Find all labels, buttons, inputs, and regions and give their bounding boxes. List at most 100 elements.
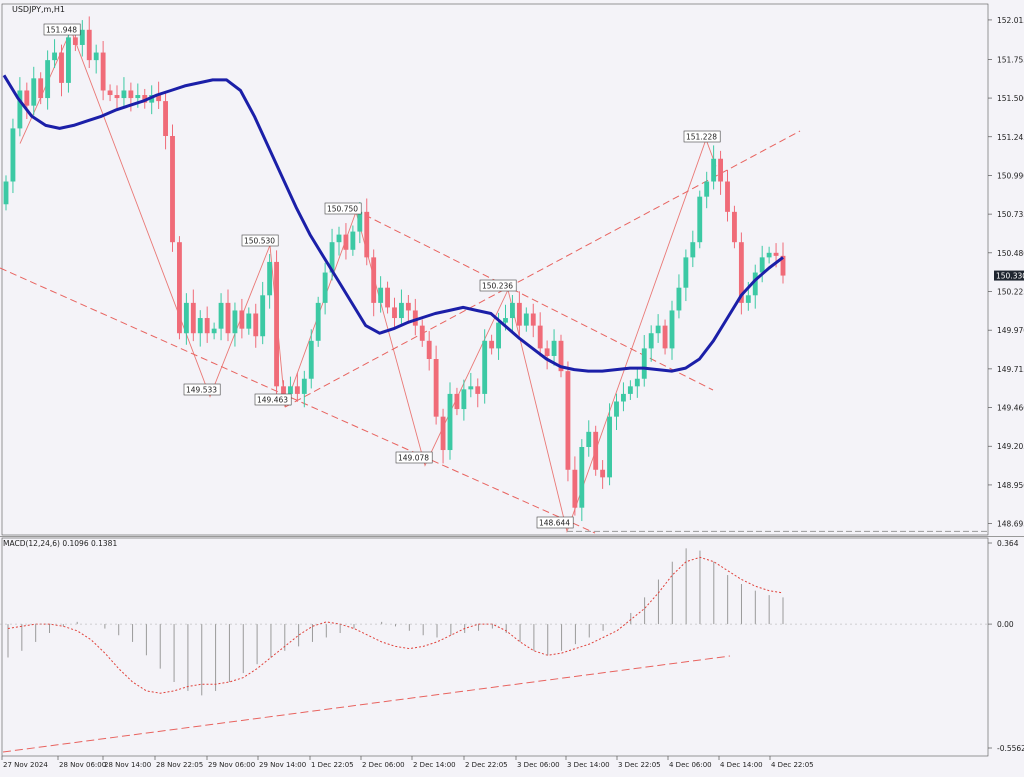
indicator-label: MACD(12,24,6) 0.1096 0.1381 (3, 539, 117, 548)
ma-line (2, 74, 784, 373)
swing-label-box (324, 202, 362, 215)
candle-body (156, 95, 162, 102)
candle-body (725, 181, 730, 212)
price-tick-label: 149.205 (997, 442, 1024, 451)
candle-body (711, 158, 717, 182)
candle-body (690, 242, 696, 258)
candle-body (614, 401, 619, 417)
swing-label-box (43, 23, 81, 36)
candle-body (537, 325, 543, 349)
candle-body (267, 261, 273, 296)
candle-body (516, 302, 522, 326)
candle-body (225, 302, 231, 334)
time-tick-label: 1 Dec 22:05 (311, 761, 354, 769)
swing-label: 151.228 (686, 133, 717, 142)
candle-body (260, 295, 266, 337)
swing-label: 149.078 (398, 454, 429, 463)
swing-label-box (536, 516, 574, 529)
time-tick-label: 2 Dec 06:00 (362, 761, 405, 769)
candle-body (121, 90, 127, 99)
candle-body (253, 313, 259, 337)
candle-body (107, 90, 113, 96)
candle-body (45, 60, 51, 99)
candle-body (607, 416, 612, 478)
candle-body (752, 272, 758, 296)
macd-tick-label: -0.5562 (997, 744, 1024, 753)
candle-body (357, 211, 363, 232)
time-tick-label: 28 Nov 06:00 (59, 761, 106, 769)
candle-body (204, 318, 210, 334)
candle-body (163, 101, 168, 136)
time-tick-label: 29 Nov 14:00 (259, 761, 306, 769)
candle-body (523, 313, 529, 326)
swing-label: 150.236 (482, 282, 513, 291)
candle-body (426, 340, 432, 360)
candle-body (551, 340, 557, 356)
price-tick-label: 152.015 (997, 16, 1024, 25)
candle-body (218, 302, 224, 329)
candle-body (468, 386, 474, 390)
time-tick-label: 3 Dec 22:05 (618, 761, 661, 769)
candle-body (31, 78, 37, 106)
candle-body (593, 431, 599, 470)
candle-body (197, 318, 203, 334)
time-tick-label: 4 Dec 22:05 (771, 761, 814, 769)
swing-label: 149.533 (186, 386, 217, 395)
price-tick-label: 150.225 (997, 287, 1024, 296)
candle-body (412, 310, 418, 326)
candle-body (454, 393, 460, 410)
candle-body (308, 340, 314, 379)
candle-body (461, 389, 467, 410)
price-tick-label: 150.735 (997, 210, 1024, 219)
candle-body (697, 196, 703, 243)
candle-body (24, 90, 30, 106)
candle-body (364, 211, 370, 258)
macd-tick-label: 0.00 (997, 620, 1014, 629)
candle-body (634, 378, 640, 387)
candle-body (621, 393, 626, 402)
candle-body (17, 90, 23, 129)
candle-body (190, 302, 196, 334)
candle-body (114, 95, 120, 99)
swing-label: 149.463 (257, 396, 288, 405)
candle-body (246, 313, 252, 329)
candle-body (759, 257, 765, 273)
swing-label-box (241, 234, 279, 247)
macd-tick-label: 0.364 (997, 539, 1019, 548)
candle-body (510, 302, 515, 319)
candle-body (274, 261, 279, 387)
swing-label-box (395, 451, 433, 464)
candle-body (447, 393, 453, 451)
price-tick-label: 151.500 (997, 94, 1024, 103)
candle-body (766, 252, 772, 258)
time-tick-label: 4 Dec 14:00 (720, 761, 763, 769)
candle-body (732, 211, 737, 243)
candle-body (315, 302, 321, 341)
candle-body (530, 313, 536, 326)
candle-body (586, 431, 592, 448)
candle-body (86, 29, 92, 61)
candle-body (600, 469, 606, 478)
time-tick-label: 3 Dec 06:00 (517, 761, 560, 769)
candle-body (655, 325, 661, 334)
candle-body (433, 359, 439, 417)
candle-body (301, 378, 307, 394)
candle-body (100, 52, 106, 91)
candle-body (79, 29, 85, 45)
candle-body (72, 37, 78, 45)
macd-panel-border (1, 537, 989, 757)
candle-body (641, 348, 647, 379)
candle-body (343, 234, 349, 250)
candle-body (378, 287, 384, 303)
symbol-label: USDJPY,m,H1 (12, 5, 65, 14)
candle-body (350, 231, 356, 250)
main-panel-border (1, 3, 989, 536)
candle-body (440, 416, 446, 451)
candle-body (773, 252, 779, 256)
candle-body (294, 386, 300, 394)
candlesticks[interactable] (3, 16, 786, 522)
price-tick-label: 151.245 (997, 133, 1024, 142)
candle-body (405, 302, 411, 311)
